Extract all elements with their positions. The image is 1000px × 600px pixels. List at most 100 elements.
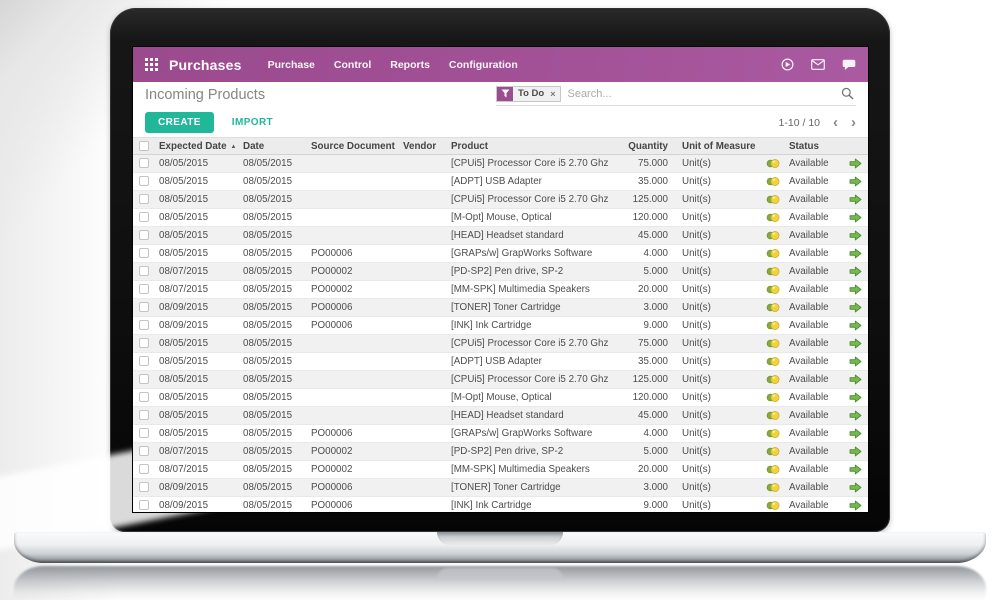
table-row[interactable]: 08/05/2015 08/05/2015 [ADPT] USB Adapter 35… xyxy=(133,173,868,191)
process-arrow-icon[interactable] xyxy=(849,302,862,313)
process-arrow-icon[interactable] xyxy=(849,356,862,367)
table-row[interactable]: 08/09/2015 08/05/2015 PO00006 [INK] Ink Car… xyxy=(133,497,868,512)
availability-ball-icon[interactable] xyxy=(766,392,780,403)
row-checkbox[interactable] xyxy=(139,392,149,403)
pager-prev-icon[interactable]: ‹ xyxy=(833,114,838,131)
table-row[interactable]: 08/05/2015 08/05/2015 [CPUi5] Processor Co… xyxy=(133,191,868,209)
table-row[interactable]: 08/05/2015 08/05/2015 [CPUi5] Processor Co… xyxy=(133,335,868,353)
row-checkbox[interactable] xyxy=(139,500,149,511)
nav-menu-configuration[interactable]: Configuration xyxy=(448,58,518,71)
process-arrow-icon[interactable] xyxy=(849,212,862,223)
table-row[interactable]: 08/09/2015 08/05/2015 PO00006 [TONER] Toner… xyxy=(133,299,868,317)
row-checkbox[interactable] xyxy=(139,338,149,349)
row-checkbox[interactable] xyxy=(139,230,149,241)
apps-grid-icon[interactable] xyxy=(145,58,158,71)
filter-remove-icon[interactable]: × xyxy=(550,88,556,99)
row-checkbox[interactable] xyxy=(139,356,149,367)
availability-ball-icon[interactable] xyxy=(766,428,780,439)
availability-ball-icon[interactable] xyxy=(766,266,780,277)
header-product[interactable]: Product xyxy=(451,140,489,152)
row-checkbox[interactable] xyxy=(139,410,149,421)
table-row[interactable]: 08/05/2015 08/05/2015 [HEAD] Headset stand… xyxy=(133,407,868,425)
table-row[interactable]: 08/05/2015 08/05/2015 [ADPT] USB Adapter 35… xyxy=(133,353,868,371)
availability-ball-icon[interactable] xyxy=(766,482,780,493)
process-arrow-icon[interactable] xyxy=(849,248,862,259)
availability-ball-icon[interactable] xyxy=(766,194,780,205)
header-unit-of-measure[interactable]: Unit of Measure xyxy=(682,140,756,152)
table-row[interactable]: 08/05/2015 08/05/2015 PO00006 [GRAPs/w] Gra… xyxy=(133,425,868,443)
row-checkbox[interactable] xyxy=(139,212,149,223)
table-row[interactable]: 08/07/2015 08/05/2015 PO00002 [PD-SP2] Pen … xyxy=(133,263,868,281)
envelope-icon[interactable] xyxy=(811,59,825,70)
process-arrow-icon[interactable] xyxy=(849,158,862,169)
table-row[interactable]: 08/07/2015 08/05/2015 PO00002 [MM-SPK] Mult… xyxy=(133,461,868,479)
forward-circle-icon[interactable] xyxy=(781,58,794,71)
app-name[interactable]: Purchases xyxy=(169,56,242,73)
row-checkbox[interactable] xyxy=(139,266,149,277)
header-date[interactable]: Date xyxy=(243,140,265,152)
header-status[interactable]: Status xyxy=(789,140,819,152)
process-arrow-icon[interactable] xyxy=(849,392,862,403)
header-quantity[interactable]: Quantity xyxy=(628,140,668,152)
nav-menu-purchase[interactable]: Purchase xyxy=(267,58,315,71)
row-checkbox[interactable] xyxy=(139,464,149,475)
table-row[interactable]: 08/07/2015 08/05/2015 PO00002 [PD-SP2] Pen … xyxy=(133,443,868,461)
create-button[interactable]: CREATE xyxy=(145,112,214,133)
row-checkbox[interactable] xyxy=(139,320,149,331)
row-checkbox[interactable] xyxy=(139,446,149,457)
availability-ball-icon[interactable] xyxy=(766,446,780,457)
row-checkbox[interactable] xyxy=(139,158,149,169)
process-arrow-icon[interactable] xyxy=(849,428,862,439)
availability-ball-icon[interactable] xyxy=(766,158,780,169)
availability-ball-icon[interactable] xyxy=(766,320,780,331)
process-arrow-icon[interactable] xyxy=(849,446,862,457)
nav-menu-control[interactable]: Control xyxy=(333,58,372,71)
availability-ball-icon[interactable] xyxy=(766,374,780,385)
table-row[interactable]: 08/05/2015 08/05/2015 [CPUi5] Processor Co… xyxy=(133,155,868,173)
process-arrow-icon[interactable] xyxy=(849,464,862,475)
table-row[interactable]: 08/05/2015 08/05/2015 PO00006 [GRAPs/w] Gra… xyxy=(133,245,868,263)
table-row[interactable]: 08/05/2015 08/05/2015 [M-Opt] Mouse, Optic… xyxy=(133,209,868,227)
table-row[interactable]: 08/09/2015 08/05/2015 PO00006 [INK] Ink Car… xyxy=(133,317,868,335)
table-row[interactable]: 08/05/2015 08/05/2015 [HEAD] Headset stand… xyxy=(133,227,868,245)
row-checkbox[interactable] xyxy=(139,284,149,295)
header-expected-date[interactable]: Expected Date ▲ xyxy=(159,140,237,152)
search-magnifier-icon[interactable] xyxy=(841,87,854,100)
availability-ball-icon[interactable] xyxy=(766,410,780,421)
pager-next-icon[interactable]: › xyxy=(851,114,856,131)
table-row[interactable]: 08/05/2015 08/05/2015 [M-Opt] Mouse, Optic… xyxy=(133,389,868,407)
select-all-checkbox[interactable] xyxy=(139,140,149,151)
row-checkbox[interactable] xyxy=(139,428,149,439)
availability-ball-icon[interactable] xyxy=(766,356,780,367)
availability-ball-icon[interactable] xyxy=(766,302,780,313)
availability-ball-icon[interactable] xyxy=(766,464,780,475)
process-arrow-icon[interactable] xyxy=(849,500,862,511)
table-row[interactable]: 08/05/2015 08/05/2015 [CPUi5] Processor Co… xyxy=(133,371,868,389)
import-button[interactable]: IMPORT xyxy=(231,117,274,128)
availability-ball-icon[interactable] xyxy=(766,338,780,349)
process-arrow-icon[interactable] xyxy=(849,320,862,331)
row-checkbox[interactable] xyxy=(139,482,149,493)
process-arrow-icon[interactable] xyxy=(849,176,862,187)
process-arrow-icon[interactable] xyxy=(849,338,862,349)
availability-ball-icon[interactable] xyxy=(766,176,780,187)
header-vendor[interactable]: Vendor xyxy=(403,140,437,152)
availability-ball-icon[interactable] xyxy=(766,284,780,295)
row-checkbox[interactable] xyxy=(139,248,149,259)
filter-facet[interactable]: To Do × xyxy=(496,85,562,102)
nav-menu-reports[interactable]: Reports xyxy=(390,58,430,71)
process-arrow-icon[interactable] xyxy=(849,230,862,241)
search-bar[interactable]: To Do × xyxy=(496,85,856,106)
process-arrow-icon[interactable] xyxy=(849,410,862,421)
header-source-document[interactable]: Source Document xyxy=(311,140,395,152)
header-select-all[interactable] xyxy=(133,140,155,152)
table-row[interactable]: 08/09/2015 08/05/2015 PO00006 [TONER] Toner… xyxy=(133,479,868,497)
process-arrow-icon[interactable] xyxy=(849,284,862,295)
row-checkbox[interactable] xyxy=(139,176,149,187)
row-checkbox[interactable] xyxy=(139,194,149,205)
process-arrow-icon[interactable] xyxy=(849,374,862,385)
chat-bubble-icon[interactable] xyxy=(842,59,856,71)
availability-ball-icon[interactable] xyxy=(766,230,780,241)
search-input[interactable] xyxy=(567,87,841,100)
row-checkbox[interactable] xyxy=(139,302,149,313)
